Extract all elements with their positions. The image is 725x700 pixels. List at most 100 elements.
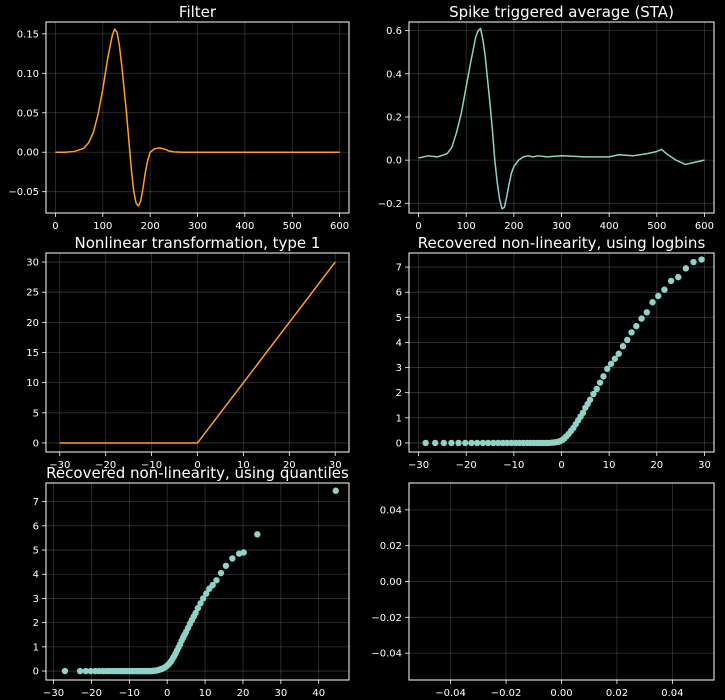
- x-tick-label: −20: [95, 460, 116, 471]
- y-tick-label: 0.6: [386, 26, 402, 37]
- x-tick-label: 10: [603, 460, 616, 471]
- series-group: [418, 27, 705, 210]
- x-tick-label: 100: [457, 221, 476, 232]
- y-tick-label: 7: [396, 263, 402, 274]
- x-tick-label: 400: [600, 221, 619, 232]
- subplot-quantiles: −30 −20 −10 0 10 20 30 40 0 1 2 3 4 5 6 7 Recovered non-…: [33, 464, 350, 699]
- x-tick-label: 10: [199, 688, 212, 699]
- data-point: [432, 439, 439, 447]
- y-tick-label: 3: [396, 363, 402, 374]
- series-group: [55, 28, 340, 207]
- series-line: [55, 28, 340, 207]
- data-point: [600, 373, 607, 380]
- y-tick-label: 1: [396, 413, 402, 424]
- data-point: [661, 286, 668, 293]
- data-point: [254, 531, 261, 538]
- subplot-logbins: −30 −20 −10 0 10 20 30 0 1 2 3 4 5 6 7 Recovered non-li…: [396, 234, 715, 471]
- data-point: [690, 258, 697, 266]
- data-point: [422, 439, 429, 447]
- x-tick-label: −30: [49, 460, 70, 471]
- y-tick-label: 7: [33, 497, 39, 508]
- series-line: [418, 27, 705, 210]
- y-tick-label: −0.02: [371, 613, 402, 624]
- x-tick-label: 0: [558, 460, 564, 471]
- x-tick-label: 0: [194, 460, 200, 471]
- y-tick-label: 3: [33, 594, 39, 605]
- y-tick-label: −0.04: [371, 649, 402, 660]
- x-tick-label: 600: [330, 221, 349, 232]
- y-tick-label: 0.4: [386, 69, 402, 80]
- y-tick-label: 2: [33, 618, 39, 629]
- data-point: [675, 273, 682, 281]
- data-point: [579, 409, 587, 416]
- data-point: [448, 439, 455, 447]
- x-tick-label: 30: [329, 460, 342, 471]
- x-tick-label: 200: [504, 221, 523, 232]
- x-tick-label: 0.02: [606, 688, 628, 699]
- y-tick-label: 0.00: [380, 577, 402, 588]
- data-point: [76, 667, 84, 675]
- y-tick-label: 0.2: [386, 112, 402, 123]
- y-tick-label: 6: [33, 521, 39, 532]
- data-point: [593, 385, 600, 393]
- data-point: [698, 256, 705, 263]
- y-tick-label: 0: [33, 438, 39, 449]
- x-tick-label: −10: [141, 460, 162, 471]
- data-point: [87, 667, 94, 675]
- x-tick-label: 20: [283, 460, 296, 471]
- y-tick-label: 10: [26, 378, 39, 389]
- data-point: [473, 439, 481, 447]
- x-tick-label: −30: [43, 688, 64, 699]
- series-line: [59, 261, 336, 444]
- data-point: [203, 590, 210, 597]
- y-tick-label: 2: [396, 388, 402, 399]
- y-tick-label: −0.2: [378, 199, 402, 210]
- data-point: [194, 604, 202, 612]
- data-point: [229, 555, 236, 562]
- data-point: [682, 265, 690, 272]
- x-tick-label: 0: [164, 688, 170, 699]
- y-tick-label: 20: [26, 318, 39, 329]
- y-tick-label: 0.0: [386, 156, 402, 167]
- data-point: [468, 439, 475, 447]
- data-point: [61, 667, 69, 675]
- data-point: [633, 322, 640, 330]
- x-tick-label: 0.00: [550, 688, 572, 699]
- y-tick-label: 5: [33, 408, 39, 419]
- y-tick-label: 0.15: [17, 29, 39, 40]
- x-tick-label: 0: [52, 221, 58, 232]
- data-point: [624, 336, 631, 344]
- data-point: [655, 292, 662, 300]
- y-tick-label: 25: [26, 288, 39, 299]
- y-tick-label: 0: [33, 667, 39, 678]
- data-point: [667, 277, 675, 285]
- x-tick-label: 0: [415, 221, 421, 232]
- data-point: [213, 577, 220, 584]
- x-tick-label: 400: [235, 221, 254, 232]
- data-point: [462, 439, 469, 447]
- y-tick-label: 5: [33, 546, 39, 557]
- subplot-filter: 0 100 200 300 400 500 600 −0.05 0.00 0.05 0.10 0.15…: [8, 3, 350, 232]
- x-tick-label: 30: [698, 460, 711, 471]
- x-tick-label: 20: [237, 688, 250, 699]
- chart-title: Recovered non-linearity, using quantiles: [46, 464, 349, 482]
- x-tick-label: 500: [647, 221, 666, 232]
- data-point: [643, 309, 650, 316]
- data-point: [494, 439, 502, 447]
- x-tick-label: −10: [503, 460, 524, 471]
- series-group: [61, 487, 339, 675]
- data-point: [82, 667, 89, 675]
- x-tick-label: 200: [141, 221, 160, 232]
- data-point: [596, 379, 604, 386]
- x-tick-label: 30: [274, 688, 287, 699]
- data-point: [192, 609, 199, 617]
- data-point: [222, 562, 230, 569]
- y-tick-label: 1: [33, 642, 39, 653]
- x-tick-label: −10: [119, 688, 140, 699]
- data-point: [490, 439, 497, 447]
- y-tick-label: 0.10: [17, 69, 39, 80]
- chart-title: Filter: [179, 3, 217, 21]
- subplot-empty: −0.04 −0.02 0.00 0.02 0.04 −0.04 −0.02 0.00 0.02…: [371, 482, 715, 699]
- data-point: [217, 569, 225, 577]
- data-point: [484, 439, 492, 447]
